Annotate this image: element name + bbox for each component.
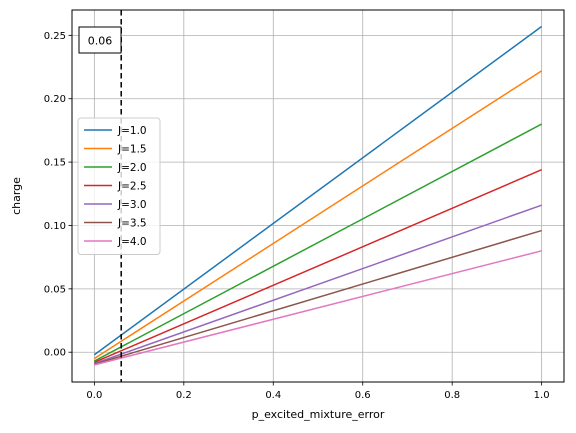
series-line-j-2-5: [94, 169, 542, 364]
x-tick-label-1: 0.2: [176, 390, 192, 401]
y-axis-ticks: 0.00 0.05 0.10 0.15 0.20 0.25: [44, 31, 72, 359]
annotation-box: [78, 26, 122, 54]
series-line-j-1-5: [93, 70, 543, 360]
series-line-j-1-0: [93, 25, 543, 356]
y-tick-label-3: 0.15: [44, 158, 66, 169]
y-tick-label-5: 0.25: [44, 31, 66, 42]
legend-label-j-3-5: J=3.5: [117, 218, 147, 230]
annotation-text: 0.06: [88, 35, 113, 48]
x-tick-label-4: 0.8: [444, 390, 460, 401]
threshold-annotation: 0.06: [78, 26, 122, 54]
legend-label-j-3-0: J=3.0: [117, 199, 147, 211]
legend-box: [77, 117, 161, 255]
legend-label-j-4-0: J=4.0: [117, 236, 147, 248]
x-tick-label-3: 0.6: [355, 390, 371, 401]
y-tick-label-1: 0.05: [44, 284, 66, 295]
series-line-j-4-0: [94, 250, 542, 366]
x-axis-label: p_excited_mixture_error: [252, 408, 385, 421]
series-line-j-3-5: [94, 229, 542, 365]
legend: J=1.0 J=1.5 J=2.0 J=2.5 J=3.0 J=3.5 J=4.0: [77, 117, 161, 255]
x-tick-label-5: 1.0: [534, 390, 550, 401]
x-tick-label-2: 0.4: [265, 390, 281, 401]
legend-label-j-2-5: J=2.5: [117, 181, 147, 193]
legend-label-j-1-5: J=1.5: [117, 144, 147, 156]
x-axis-ticks: 0.0 0.2 0.4 0.6 0.8 1.0: [86, 382, 550, 401]
y-axis-label: charge: [10, 177, 23, 215]
plot-area-frame: [71, 9, 565, 383]
y-tick-label-0: 0.00: [44, 348, 66, 359]
y-tick-label-4: 0.20: [44, 94, 66, 105]
y-tick-label-2: 0.10: [44, 221, 66, 232]
x-tick-label-0: 0.0: [86, 390, 102, 401]
series-line-j-2-0: [94, 123, 542, 362]
legend-label-j-1-0: J=1.0: [117, 125, 147, 137]
series-line-j-3-0: [94, 204, 542, 365]
legend-label-j-2-0: J=2.0: [117, 162, 147, 174]
series-lines: [93, 25, 543, 366]
grid: [72, 10, 564, 382]
